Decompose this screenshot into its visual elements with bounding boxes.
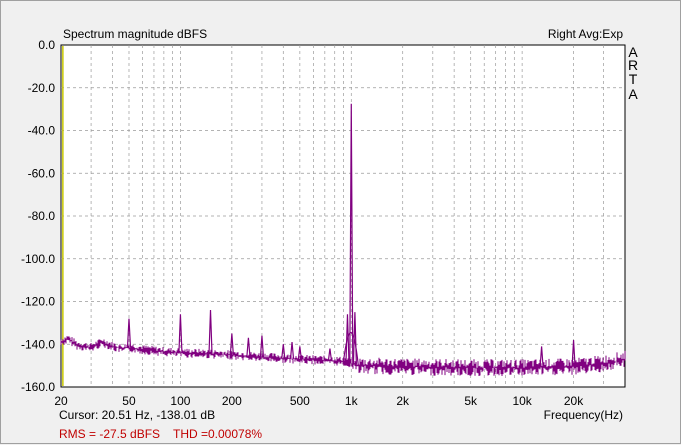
- spectral-peak: [281, 344, 286, 359]
- spectral-peak: [208, 310, 213, 354]
- cursor-readout: Cursor: 20.51 Hz, -138.01 dB: [59, 408, 215, 422]
- x-tick-label: 50: [122, 394, 136, 408]
- x-tick-label: 100: [170, 394, 190, 408]
- x-tick-label: 20: [54, 394, 68, 408]
- y-tick-label: 0.0: [38, 38, 55, 52]
- y-tick-label: -160.0: [21, 380, 55, 394]
- x-tick-label: 500: [290, 394, 310, 408]
- y-tick-labels: 0.0 -20.0 -40.0 -60.0 -80.0 -100.0 -120.0 -140.…: [21, 38, 55, 394]
- spectral-peak: [126, 318, 132, 348]
- y-tick-label: -80.0: [28, 209, 56, 223]
- spectral-peak: [246, 337, 251, 357]
- y-tick-label: -120.0: [21, 295, 55, 309]
- x-tick-labels: 20 50 100 200 500 1k 2k 5k 10k 20k: [54, 394, 584, 408]
- spectral-peak: [327, 348, 333, 361]
- x-tick-label: 200: [222, 394, 242, 408]
- noise-floor: [60, 336, 626, 376]
- spectral-peak: [345, 314, 350, 363]
- y-tick-label: -140.0: [21, 337, 55, 351]
- spectral-peak: [349, 103, 354, 364]
- thd-readout: THD =0.00078%: [173, 427, 262, 441]
- spectrum-trace: [60, 103, 626, 376]
- spectral-peak: [259, 335, 265, 358]
- y-tick-label: -40.0: [28, 124, 56, 138]
- spectral-peak: [178, 314, 183, 353]
- chart-subtitle: Right Avg:Exp: [548, 27, 623, 41]
- spectral-peak: [571, 339, 576, 367]
- x-tick-label: 1k: [345, 394, 359, 408]
- x-axis-label: Frequency(Hz): [544, 408, 623, 422]
- x-tick-label: 20k: [564, 394, 584, 408]
- arta-side-label: A R T A: [628, 44, 638, 102]
- rms-readout: RMS = -27.5 dBFS: [59, 427, 160, 441]
- y-tick-label: -100.0: [21, 252, 55, 266]
- y-tick-label: -60.0: [28, 166, 56, 180]
- spectral-peak: [297, 346, 302, 360]
- spectral-peak: [539, 346, 544, 368]
- arta-letter: A: [628, 86, 638, 102]
- arta-letter: T: [629, 71, 638, 87]
- spectral-peak: [229, 333, 234, 355]
- x-tick-label: 5k: [464, 394, 478, 408]
- fundamental-skirt: [342, 331, 359, 366]
- x-tick-label: 2k: [396, 394, 410, 408]
- y-tick-label: -20.0: [28, 81, 56, 95]
- x-tick-label: 10k: [512, 394, 532, 408]
- arta-letter: A: [628, 44, 638, 60]
- spectral-peak: [289, 342, 295, 359]
- chart-title: Spectrum magnitude dBFS: [63, 27, 207, 41]
- arta-letter: R: [628, 57, 638, 73]
- grid-lines: [61, 45, 625, 387]
